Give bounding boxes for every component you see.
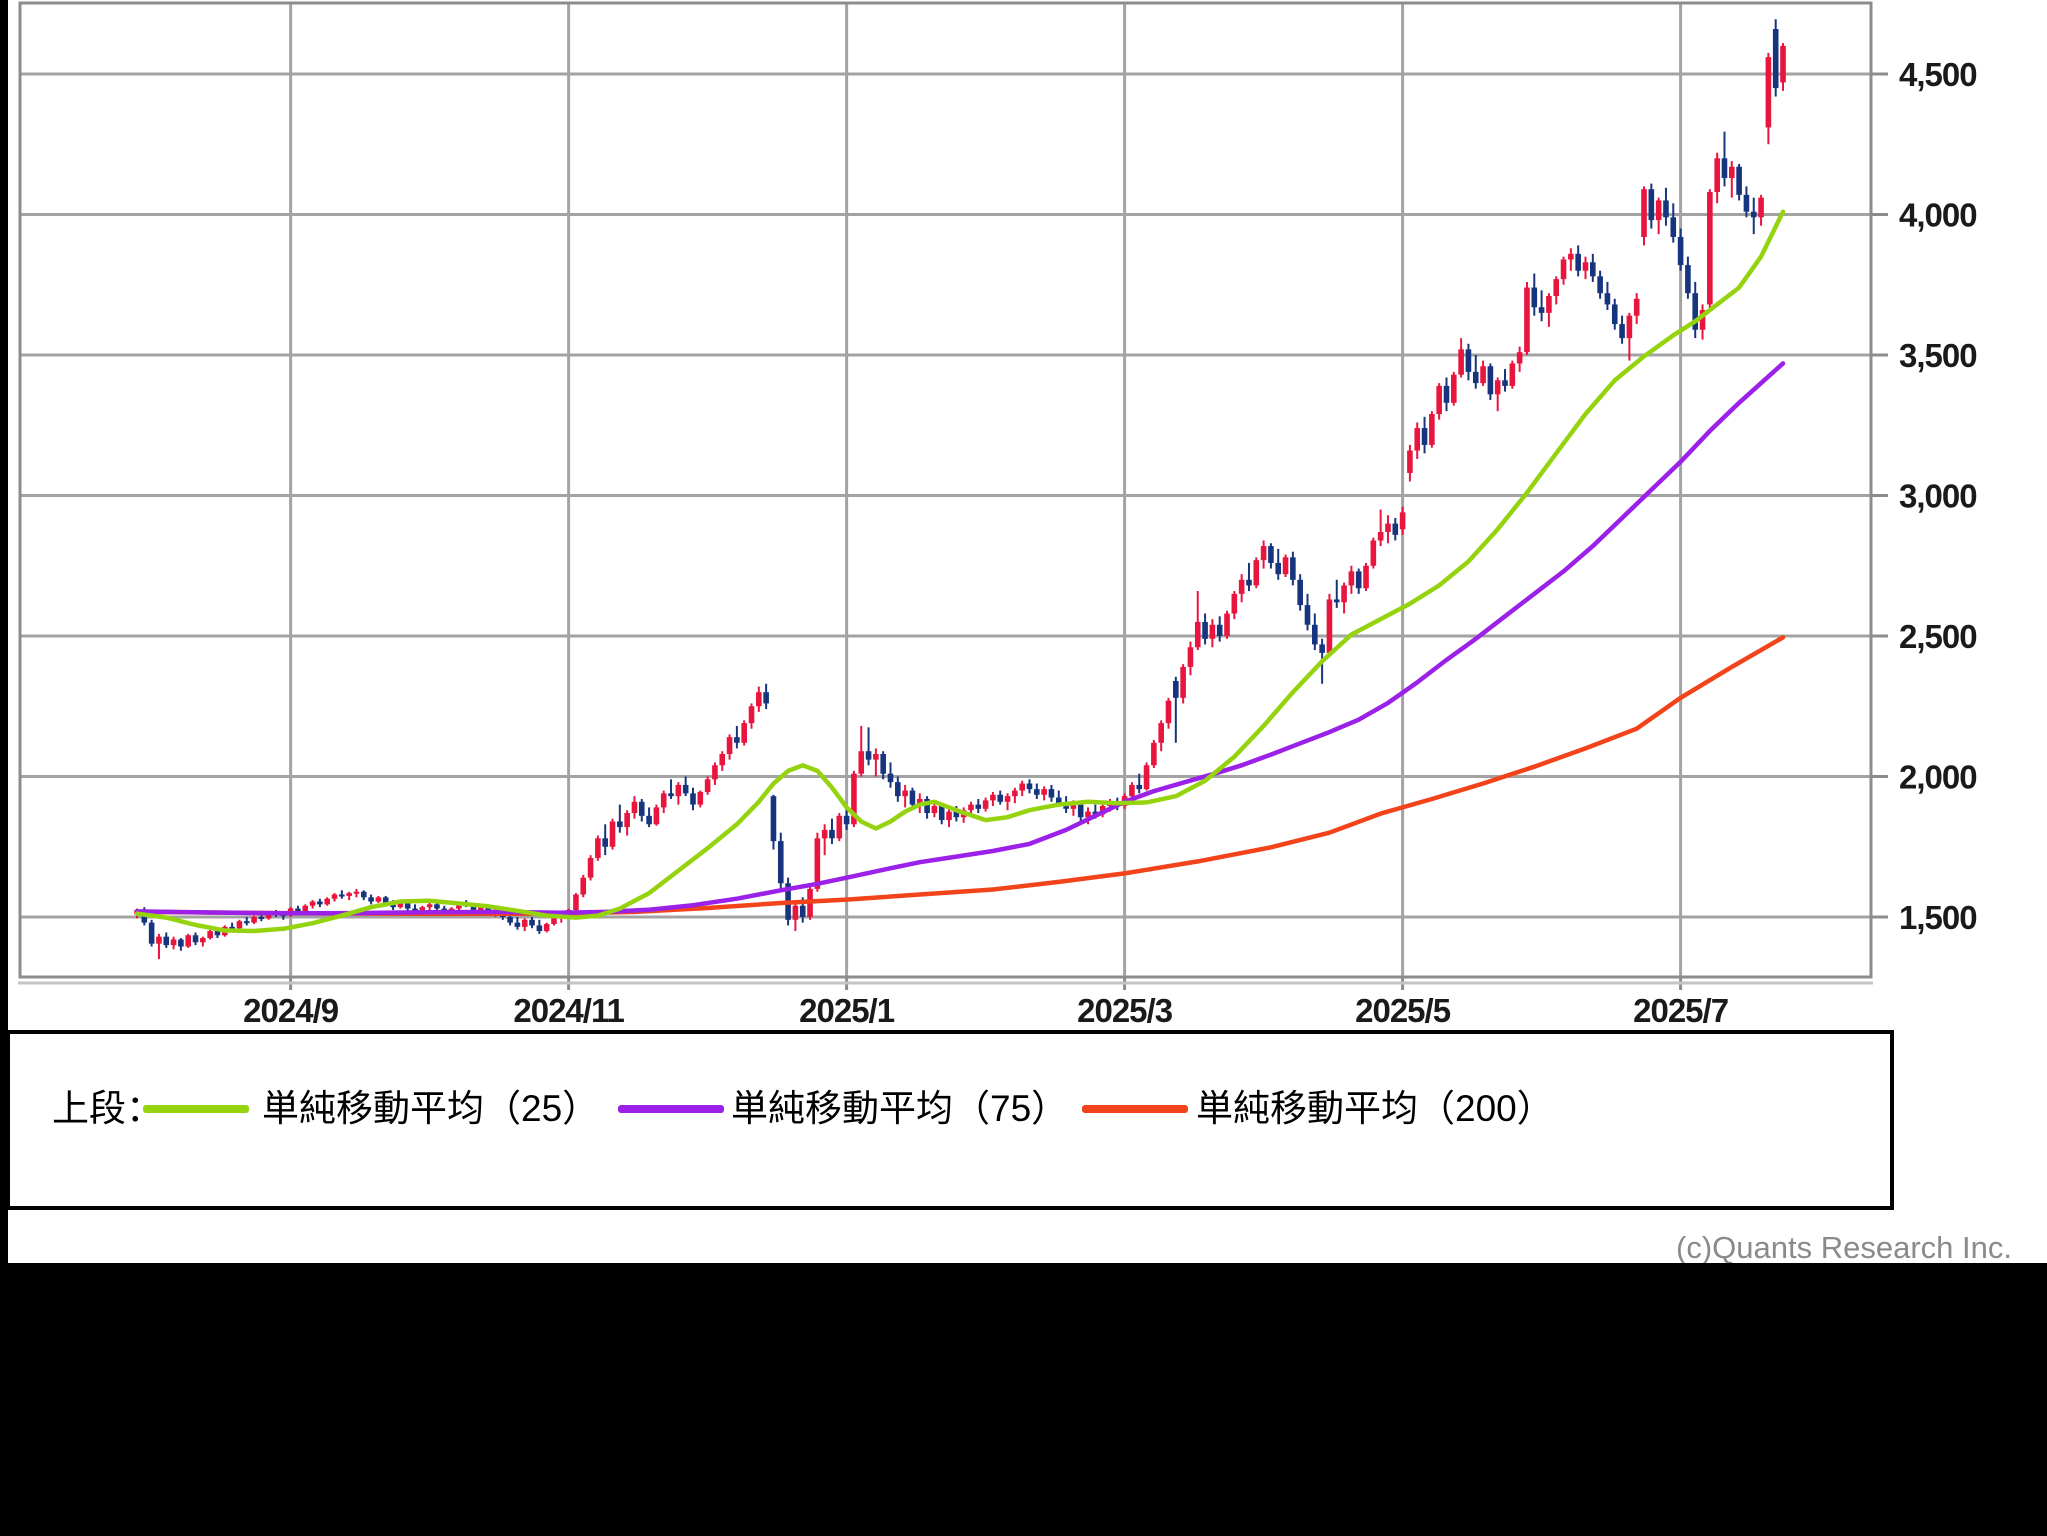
legend-row: 上段： 単純移動平均（25） 単純移動平均（75） 単純移動平均（200）	[10, 1086, 1890, 1132]
sma-25-swatch-icon	[143, 1105, 249, 1113]
sma-75-legend-label: 単純移動平均（75）	[731, 1088, 1069, 1129]
plot-border	[18, 1, 1873, 985]
chart-svg: 4,500 4,000 3,500 3,000 2,500 2,000 1,500 2024…	[18, 1, 1978, 1029]
bottom-black-bar	[0, 1263, 2047, 1536]
date-tick-label: 2025/1	[799, 992, 895, 1029]
sma-75-line	[134, 361, 1786, 916]
sma-200-legend-label: 単純移動平均（200）	[1196, 1088, 1554, 1129]
legend-box: 上段： 単純移動平均（25） 単純移動平均（75） 単純移動平均（200）	[6, 1030, 1894, 1210]
price-tick-label: 3,000	[1899, 478, 1977, 515]
price-tick-label: 4,500	[1899, 56, 1977, 93]
price-gridlines	[20, 72, 1888, 919]
date-tick-label: 2024/9	[243, 992, 339, 1029]
date-axis-labels: 2024/9 2024/11 2025/1 2025/3 2025/5 2025/7	[243, 992, 1729, 1029]
price-tick-label: 4,000	[1899, 197, 1977, 234]
sma-200-swatch-icon	[1082, 1105, 1188, 1113]
price-tick-label: 1,500	[1899, 899, 1977, 936]
date-tick-label: 2025/7	[1633, 992, 1728, 1029]
left-black-border	[0, 0, 8, 1536]
sma-25-line	[134, 209, 1786, 934]
date-tick-label: 2025/5	[1355, 992, 1451, 1029]
sma-25-legend-label: 単純移動平均（25）	[262, 1088, 600, 1129]
month-gridlines	[289, 3, 1683, 990]
date-tick-label: 2024/11	[513, 992, 624, 1029]
candlesticks	[134, 19, 1786, 960]
price-tick-label: 2,500	[1899, 618, 1977, 655]
price-tick-label: 2,000	[1899, 759, 1977, 796]
price-tick-label: 3,500	[1899, 337, 1977, 374]
sma-75-swatch-icon	[618, 1105, 724, 1113]
price-axis-labels: 4,500 4,000 3,500 3,000 2,500 2,000 1,500	[1899, 56, 1978, 936]
date-tick-label: 2025/3	[1077, 992, 1173, 1029]
copyright-text: (c)Quants Research Inc.	[1676, 1230, 2012, 1265]
